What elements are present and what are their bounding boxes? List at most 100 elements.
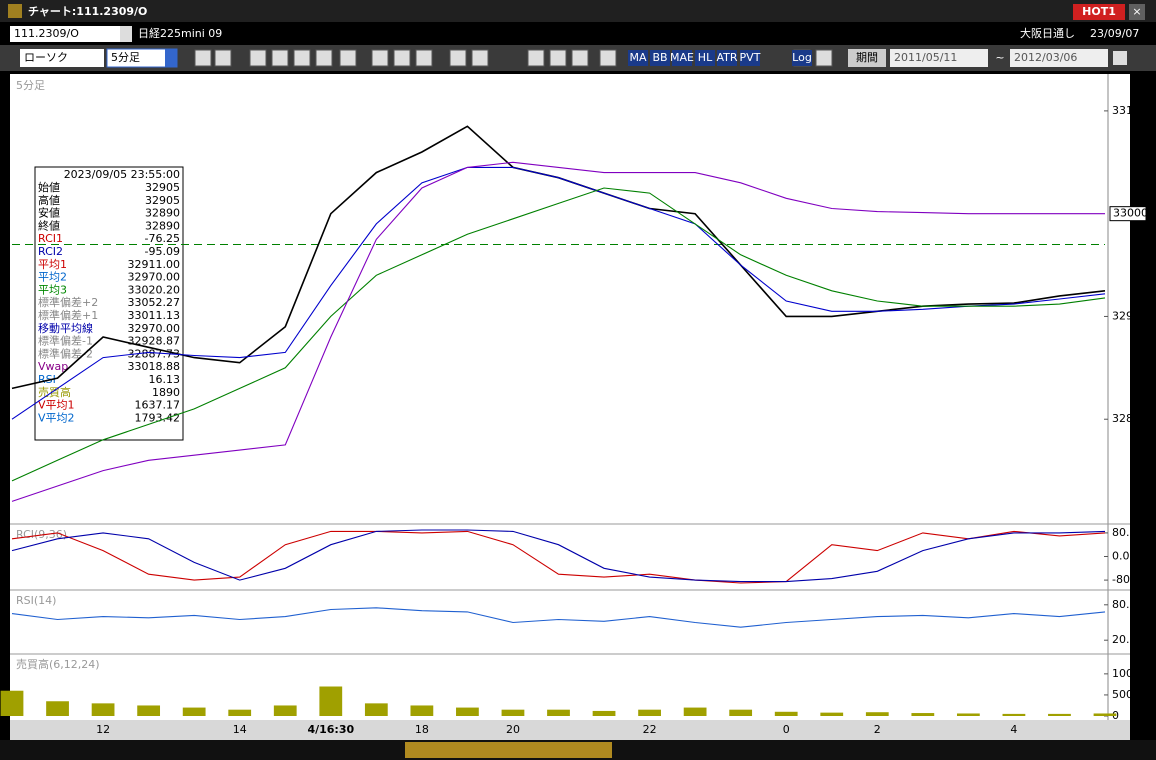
- series-line: [11, 607, 1106, 628]
- indicator-button[interactable]: [792, 50, 812, 66]
- info-value: 33018.88: [128, 360, 181, 373]
- indicator-button-label: PVT: [740, 51, 761, 64]
- info-value: 33020.20: [128, 283, 181, 296]
- period-button[interactable]: [848, 49, 886, 67]
- info-value: 32970.00: [128, 271, 181, 284]
- from-date: 2011/05/11: [894, 51, 957, 64]
- indicator-button[interactable]: [628, 50, 648, 66]
- volume-bar: [501, 709, 525, 716]
- y-tick-label: -80.00: [1112, 573, 1147, 586]
- close-icon: ×: [1132, 5, 1141, 18]
- style-select[interactable]: [20, 49, 104, 67]
- symbol-dropdown[interactable]: [120, 26, 132, 42]
- interval: 5分足: [111, 51, 140, 64]
- info-label: 始値: [38, 180, 60, 194]
- info-label: 標準偏差+2: [38, 295, 98, 309]
- tool-icon[interactable]: [471, 49, 489, 67]
- volume-bar: [683, 707, 707, 716]
- y-tick-label: 0.00: [1112, 550, 1137, 563]
- info-value: 1890: [152, 386, 180, 399]
- info-timestamp: 2023/09/05 23:55:00: [64, 168, 180, 181]
- indicator-button-label: MA: [629, 51, 646, 64]
- info-label: V平均1: [38, 399, 75, 412]
- volume-bar: [91, 703, 115, 716]
- from-input[interactable]: [890, 49, 988, 67]
- tool-icon[interactable]: [527, 49, 545, 67]
- tool-icon[interactable]: [599, 49, 617, 67]
- close-button[interactable]: [1129, 4, 1145, 20]
- tool-icon[interactable]: [214, 49, 232, 67]
- y-tick-label: 20.00: [1112, 633, 1144, 646]
- info-label: 平均1: [38, 258, 67, 271]
- volume-bar: [1048, 713, 1071, 716]
- price-marker-label: 33000: [1113, 207, 1148, 220]
- x-tick-label: 4/16:30: [307, 723, 354, 736]
- tool-icon[interactable]: [571, 49, 589, 67]
- tool-icon[interactable]: [815, 49, 833, 67]
- tool-icon[interactable]: [315, 49, 333, 67]
- indicator-button[interactable]: [717, 50, 737, 66]
- info-label: 高値: [38, 193, 60, 207]
- to-date: 2012/03/06: [1014, 51, 1077, 64]
- tool-icon[interactable]: [339, 49, 357, 67]
- tool-icon[interactable]: [293, 49, 311, 67]
- tool-icon[interactable]: [194, 49, 212, 67]
- x-axis-band: [10, 720, 1130, 740]
- info-label: 移動平均線: [38, 321, 93, 335]
- info-label: RCI2: [38, 245, 63, 258]
- info-value: 32928.87: [128, 335, 181, 348]
- x-tick-label: 2: [874, 723, 881, 736]
- info-label: 平均2: [38, 271, 67, 284]
- indicator-button[interactable]: [740, 50, 760, 66]
- series-line: [11, 187, 1106, 482]
- to-input[interactable]: [1010, 49, 1108, 67]
- tool-icon[interactable]: [415, 49, 433, 67]
- volume-bar: [0, 690, 24, 716]
- tool-icon[interactable]: [271, 49, 289, 67]
- tool-icon[interactable]: [549, 49, 567, 67]
- y-tick-label: 5000: [1112, 688, 1140, 701]
- hot-badge[interactable]: [1073, 4, 1125, 20]
- indicator-button[interactable]: [695, 50, 715, 66]
- indicator-button[interactable]: [650, 50, 670, 66]
- indicator-button-label: ATR: [716, 51, 737, 64]
- volume-bar: [46, 701, 69, 716]
- tool-icon[interactable]: [449, 49, 467, 67]
- indicator-button-label: MAE: [670, 51, 694, 64]
- info-value: 33052.27: [128, 296, 181, 309]
- info-value: -76.25: [145, 232, 180, 245]
- period-label: 期間: [856, 51, 878, 64]
- interval-dropdown[interactable]: [165, 49, 177, 67]
- info-panel: [34, 166, 184, 441]
- x-tick-label: 18: [415, 723, 429, 736]
- info-value: 1793.42: [135, 411, 181, 424]
- info-label: RSI: [38, 373, 56, 386]
- window-title: チャート:111.2309/O: [28, 5, 147, 18]
- tool-icon[interactable]: [371, 49, 389, 67]
- symbol-input[interactable]: [10, 26, 120, 42]
- price-marker: [1109, 206, 1147, 222]
- info-value: 32890: [145, 207, 180, 220]
- volume-bar: [547, 709, 570, 716]
- volume-bar: [956, 713, 980, 716]
- date: 23/09/07: [1090, 27, 1139, 40]
- volume-bar: [592, 710, 616, 716]
- x-tick-label: 4: [1010, 723, 1017, 736]
- tool-icon[interactable]: [393, 49, 411, 67]
- instrument: 日経225mini 09: [138, 27, 222, 40]
- indicator-button[interactable]: [672, 50, 692, 66]
- volume-bar: [319, 686, 343, 716]
- scroll-thumb[interactable]: [405, 742, 612, 758]
- volume-bar: [273, 705, 297, 716]
- x-tick-label: 22: [643, 723, 657, 736]
- x-tick-label: 14: [233, 723, 247, 736]
- checkbox[interactable]: [1113, 51, 1127, 65]
- symbol: 111.2309/O: [14, 27, 79, 40]
- chart-style: ローソク: [24, 51, 68, 64]
- panel-title: 売買高(6,12,24): [16, 657, 100, 671]
- indicator-button-label: BB: [652, 51, 667, 64]
- tool-icon[interactable]: [249, 49, 267, 67]
- panel-title: 5分足: [16, 79, 45, 92]
